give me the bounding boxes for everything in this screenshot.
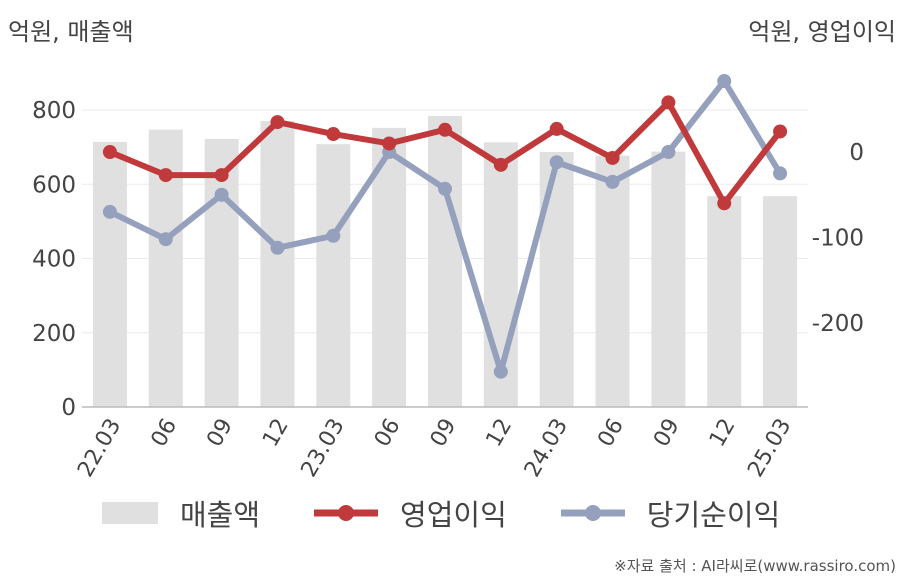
bar bbox=[260, 121, 295, 407]
left-axis-tick-label: 800 bbox=[32, 98, 76, 124]
bar bbox=[763, 196, 798, 407]
operating-profit-point bbox=[661, 95, 676, 110]
line-series bbox=[102, 74, 788, 379]
legend-item-revenue: 매출액 bbox=[102, 492, 260, 534]
net-income-point bbox=[549, 155, 564, 170]
right-axis-tick-label: -100 bbox=[812, 226, 864, 252]
legend-label-operating-profit: 영업이익 bbox=[400, 498, 507, 532]
right-axis-tick-label: -200 bbox=[812, 311, 864, 337]
net-income-point bbox=[270, 240, 285, 255]
operating-profit-point bbox=[549, 121, 564, 136]
net-income-point bbox=[493, 364, 508, 379]
legend-label-net-income: 당기순이익 bbox=[646, 498, 781, 532]
x-axis-tick-label: 12 bbox=[705, 415, 741, 452]
x-axis-tick-label: 09 bbox=[426, 415, 462, 452]
bar bbox=[92, 141, 127, 408]
net-income-point bbox=[326, 228, 341, 243]
legend: 매출액 영업이익 당기순이익 bbox=[102, 492, 834, 534]
bar bbox=[204, 138, 239, 407]
right-axis-tick-label: 0 bbox=[849, 140, 864, 166]
x-axis-tick-label: 06 bbox=[370, 415, 406, 452]
left-axis-tick-label: 200 bbox=[32, 321, 76, 347]
bar-series-revenue bbox=[92, 115, 798, 408]
bar bbox=[316, 144, 351, 407]
right-axis-unit: 억원, 영업이익 bbox=[748, 18, 896, 46]
source-note: ※자료 출처 : AI라씨로(www.rassiro.com) bbox=[614, 557, 896, 575]
bar bbox=[651, 151, 686, 407]
operating-profit-point bbox=[382, 136, 397, 151]
net-income-point bbox=[605, 174, 620, 189]
x-axis-tick-label: 06 bbox=[593, 415, 629, 452]
operating-profit-point bbox=[158, 168, 173, 183]
net-income-point bbox=[773, 166, 788, 181]
operating-profit-point bbox=[773, 124, 788, 139]
net-income-point bbox=[214, 187, 229, 202]
x-axis-tick-label: 22.03 bbox=[73, 415, 126, 482]
operating-profit-point bbox=[438, 122, 452, 137]
legend-swatch-net-income bbox=[560, 505, 625, 521]
operating-profit-point bbox=[326, 127, 341, 142]
x-axis-tick-label: 06 bbox=[147, 415, 183, 452]
left-axis-tick-label: 600 bbox=[32, 172, 76, 198]
net-income-point bbox=[661, 145, 676, 159]
operating-profit-point bbox=[717, 196, 732, 211]
net-income-point bbox=[438, 181, 452, 196]
net-income-point bbox=[158, 232, 173, 247]
bar bbox=[539, 151, 574, 407]
bar bbox=[595, 155, 630, 407]
operating-profit-point bbox=[605, 150, 620, 165]
x-axis-tick-label: 12 bbox=[258, 415, 294, 452]
bar bbox=[707, 196, 742, 407]
operating-profit-point bbox=[214, 168, 229, 183]
x-axis-tick-label: 09 bbox=[202, 415, 238, 452]
bar bbox=[428, 115, 462, 407]
net-income-point bbox=[102, 204, 117, 219]
legend-item-operating-profit: 영업이익 bbox=[314, 492, 507, 534]
operating-profit-point bbox=[270, 115, 285, 130]
x-axis-tick-label: 09 bbox=[649, 415, 685, 452]
legend-label-revenue: 매출액 bbox=[180, 498, 261, 532]
net-income-point bbox=[717, 74, 732, 89]
operating-profit-point bbox=[102, 145, 117, 159]
x-axis-tick-label: 25.03 bbox=[743, 415, 796, 482]
legend-swatch-operating-profit bbox=[314, 505, 379, 521]
x-axis-tick-label: 12 bbox=[482, 415, 518, 452]
left-axis-unit: 억원, 매출액 bbox=[8, 18, 134, 46]
left-axis-tick-label: 0 bbox=[61, 395, 76, 421]
left-axis-tick-label: 400 bbox=[32, 247, 76, 273]
x-axis-tick-label: 24.03 bbox=[520, 415, 573, 482]
legend-item-net-income: 당기순이익 bbox=[560, 492, 781, 534]
legend-swatch-revenue bbox=[102, 502, 158, 524]
operating-profit-point bbox=[493, 157, 508, 172]
x-axis-tick-label: 23.03 bbox=[297, 415, 350, 482]
